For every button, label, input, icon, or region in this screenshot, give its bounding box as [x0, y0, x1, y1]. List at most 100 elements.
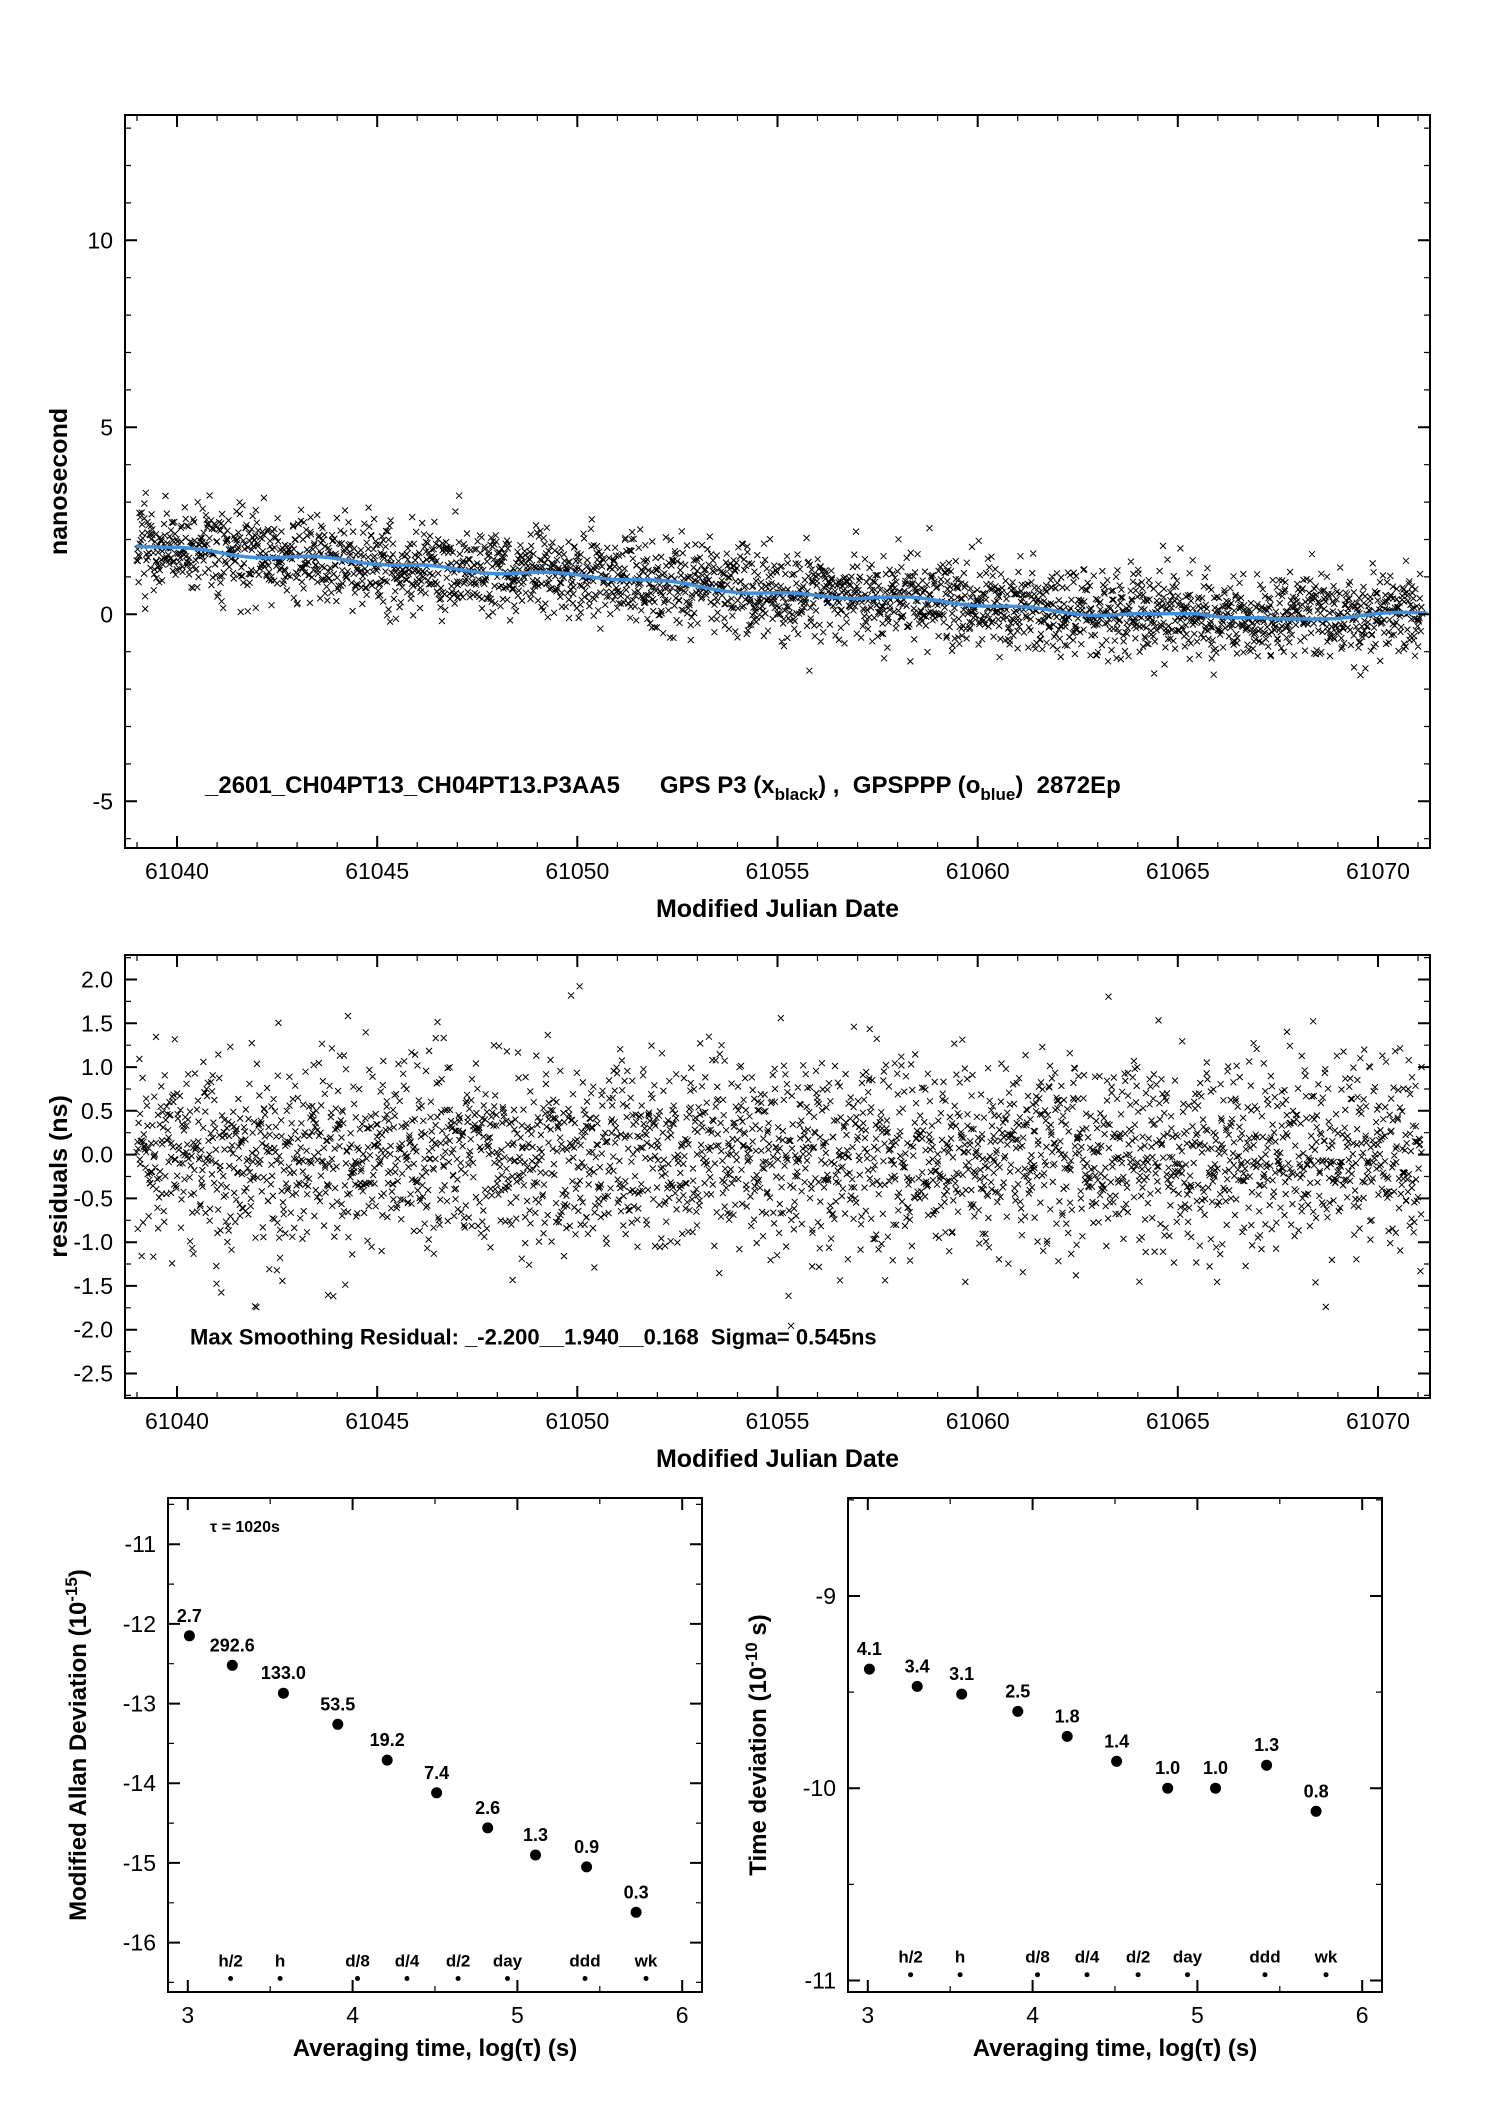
- mdev-point: [277, 1687, 289, 1699]
- x-tick-label: 4: [1026, 2002, 1039, 2028]
- gps-caption: _2601_CH04PT13_CH04PT13.P3AA5 GPS P3 (xb…: [204, 772, 1121, 804]
- text-run: nanosecond: [45, 408, 73, 555]
- tdev-value-label: 4.1: [857, 1639, 882, 1659]
- tdev-value-label: 1.0: [1155, 1758, 1180, 1778]
- x-tick-label: 61060: [946, 1408, 1010, 1434]
- x-tick-label: 61060: [946, 858, 1010, 884]
- tau-dot: [1035, 1972, 1040, 1978]
- minor-ticks: [125, 115, 1430, 848]
- tau-dot: [505, 1976, 510, 1981]
- subscript: black: [775, 785, 819, 804]
- major-ticks: [125, 955, 1430, 1398]
- y-axis-title-group: Modified Allan Deviation (10-15): [62, 1569, 92, 1921]
- y-axis-title-group: residuals (ns): [45, 1095, 73, 1258]
- x-tick-label: 61070: [1346, 1408, 1410, 1434]
- mdev-point: [381, 1754, 393, 1766]
- y-tick-label: -1.0: [73, 1229, 113, 1255]
- x-axis-title: Averaging time, log(τ) (s): [293, 2035, 578, 2062]
- tau-dot: [1135, 1972, 1141, 1978]
- y-axis-title: residuals (ns): [45, 1095, 73, 1258]
- tdev-value-label: 2.5: [1005, 1681, 1030, 1701]
- mdev-value-label: 0.9: [574, 1837, 599, 1857]
- y-tick-label: -9: [816, 1583, 836, 1609]
- tdev-point: [1310, 1805, 1322, 1817]
- tdev-point: [911, 1680, 923, 1692]
- y-tick-label: -10: [803, 1775, 836, 1801]
- mdev-value-label: 7.4: [424, 1763, 449, 1783]
- y-tick-label: -0.5: [73, 1185, 113, 1211]
- tau-dot: [1084, 1972, 1090, 1978]
- tdev-value-label: 3.1: [949, 1664, 974, 1684]
- tau-label: h/2: [898, 1948, 923, 1967]
- tau-label: day: [1173, 1948, 1203, 1967]
- tau-dot: [957, 1972, 963, 1978]
- text-run: ) , GPSPPP (o: [818, 772, 980, 799]
- x-tick-label: 61040: [145, 1408, 209, 1434]
- text-run: ) 2872Ep: [1015, 772, 1120, 799]
- x-tick-label: 5: [1191, 2002, 1204, 2028]
- x-tick-label: 5: [511, 2002, 524, 2028]
- x-tick-label: 61055: [746, 858, 810, 884]
- gpsppp-smoothed-line: [135, 544, 1428, 621]
- x-tick-label: 61045: [345, 1408, 409, 1434]
- tdev-value-label: 1.0: [1203, 1758, 1228, 1778]
- mdev-tau-note: τ = 1020s: [210, 1519, 280, 1536]
- y-tick-label: -2.5: [73, 1361, 113, 1387]
- y-tick-label: 0.0: [81, 1142, 113, 1168]
- y-tick-label: -11: [804, 1968, 836, 1994]
- tau-dot: [1262, 1972, 1268, 1978]
- scatter-points-GPS-P3: [133, 489, 1426, 679]
- text-run: residuals (ns): [45, 1095, 73, 1258]
- y-tick-label: -15: [123, 1850, 156, 1876]
- y-tick-label: 1.5: [81, 1010, 113, 1036]
- x-axis-title: Modified Julian Date: [656, 1445, 899, 1473]
- mdev-value-label: 53.5: [320, 1694, 355, 1714]
- major-ticks: [168, 1498, 702, 1992]
- mdev-panel: 3 4 5 6 -11 -12 -13 -14 -15 -16 2.7 292.6 133.0 53.5 1…: [62, 1497, 703, 2062]
- text-run: Time deviation (10: [745, 1667, 772, 1876]
- tau-label: h: [955, 1948, 965, 1967]
- tau-dot: [404, 1976, 410, 1981]
- minor-ticks: [125, 955, 1430, 1398]
- tau-label: wk: [1314, 1948, 1338, 1967]
- tau-dot: [355, 1976, 360, 1981]
- tau-label: wk: [634, 1952, 658, 1971]
- mdev-point: [530, 1849, 541, 1861]
- y-tick-label: -16: [123, 1930, 156, 1956]
- tau-label: h: [275, 1952, 285, 1971]
- x-tick-label: 61055: [746, 1408, 810, 1434]
- tdev-value-label: 1.3: [1254, 1735, 1279, 1755]
- tau-label: d/4: [395, 1952, 420, 1971]
- plot-frame: [124, 114, 1431, 849]
- text-run: _2601_CH04PT13_CH04PT13.P3AA5 GPS P3 (x: [204, 772, 775, 799]
- mdev-value-label: 2.7: [177, 1606, 202, 1626]
- plot-frame: [167, 1497, 703, 1993]
- tau-label: d/4: [1075, 1948, 1100, 1967]
- x-tick-label: 6: [1356, 2002, 1369, 2028]
- tau-dot: [582, 1976, 588, 1981]
- y-tick-label: 2.0: [81, 967, 113, 993]
- mdev-point: [332, 1718, 344, 1730]
- tdev-value-label: 1.8: [1055, 1706, 1080, 1726]
- major-ticks: [125, 115, 1430, 848]
- tdev-point: [1210, 1782, 1221, 1794]
- minor-ticks: [168, 1498, 702, 1992]
- tdev-value-label: 0.8: [1304, 1781, 1329, 1801]
- tdev-point: [1162, 1782, 1174, 1794]
- residuals-panel: 61040 61045 61050 61055 61060 61065 61070 2.0 1.…: [45, 954, 1431, 1473]
- x-tick-label: 61065: [1146, 858, 1210, 884]
- x-axis-title: Averaging time, log(τ) (s): [973, 2035, 1258, 2062]
- mdev-value-label: 19.2: [370, 1730, 405, 1750]
- x-tick-label: 3: [861, 2002, 874, 2028]
- y-tick-label: -12: [123, 1611, 156, 1637]
- tau-dot: [908, 1972, 914, 1978]
- y-axis-title: Modified Allan Deviation (10-15): [62, 1569, 92, 1921]
- x-axis-title: Modified Julian Date: [656, 895, 899, 923]
- tdev-point: [1061, 1730, 1073, 1742]
- tdev-point: [1012, 1705, 1024, 1717]
- text-run: ): [65, 1569, 92, 1577]
- subscript: blue: [980, 785, 1015, 804]
- x-tick-label: 3: [181, 2002, 194, 2028]
- minor-ticks: [848, 1498, 1382, 1992]
